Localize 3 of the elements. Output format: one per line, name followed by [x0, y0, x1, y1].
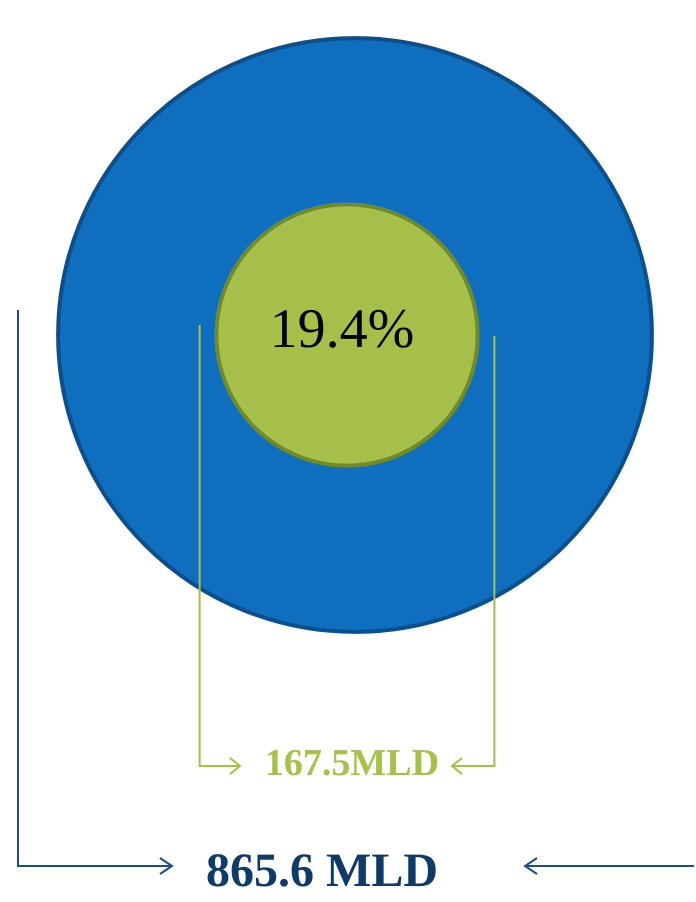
data-label: 865.6 MLD: [206, 844, 438, 897]
data-label: 167.5MLD: [264, 742, 440, 784]
text: 19.4%: [270, 298, 414, 360]
